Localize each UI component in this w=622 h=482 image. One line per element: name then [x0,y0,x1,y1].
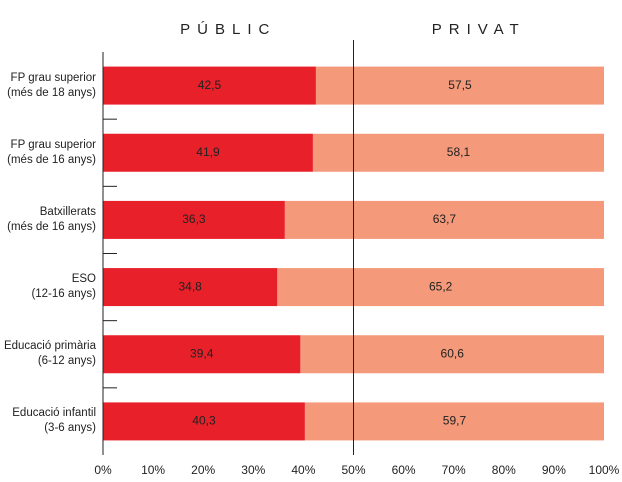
bar-segment [304,402,604,441]
category-label: Educació primària (6-12 anys) [3,340,96,368]
x-tick-label: 30% [241,463,265,477]
x-tick-label: 100% [589,463,620,477]
x-tick-label: 0% [94,463,112,477]
x-tick-label: 70% [442,463,466,477]
legend-label: PRIVAT [432,21,526,38]
bar-segment [284,200,604,239]
category-label: ESO (12-16 anys) [31,273,96,301]
x-tick-label: 60% [392,463,416,477]
bar-segment [312,133,604,172]
x-tick-label: 20% [191,463,215,477]
category-label: Batxillerats (més de 16 anys) [7,205,96,233]
bar-segment [103,200,285,239]
value-label: 39,4 [190,346,214,360]
value-label: 57,5 [448,78,472,92]
value-label: 59,7 [443,414,467,428]
bar-segment [103,133,313,172]
value-label: 40,3 [192,414,216,428]
x-tick-label: 80% [492,463,516,477]
value-label: 60,6 [441,346,465,360]
x-tick-label: 40% [291,463,315,477]
value-label: 65,2 [429,279,453,293]
value-label: 34,8 [178,279,202,293]
bar-segment [103,66,316,105]
bar-segment [277,268,604,307]
bar-segment [300,335,604,374]
x-tick-label: 10% [141,463,165,477]
value-label: 58,1 [447,145,471,159]
bar-segment [315,66,604,105]
value-label: 63,7 [433,212,457,226]
category-label: Educació infantil (3-6 anys) [12,407,96,435]
value-label: 42,5 [198,78,222,92]
category-label: FP grau superior (més de 18 anys) [7,71,96,99]
value-label: 36,3 [182,212,206,226]
x-tick-label: 50% [341,463,365,477]
x-tick-label: 90% [542,463,566,477]
category-label: FP grau superior (més de 16 anys) [7,138,96,166]
value-label: 41,9 [196,145,220,159]
bar-segment [103,335,301,374]
bar-segment [103,268,278,307]
bar-segment [103,402,305,441]
legend-label: PÚBLIC [180,21,276,38]
